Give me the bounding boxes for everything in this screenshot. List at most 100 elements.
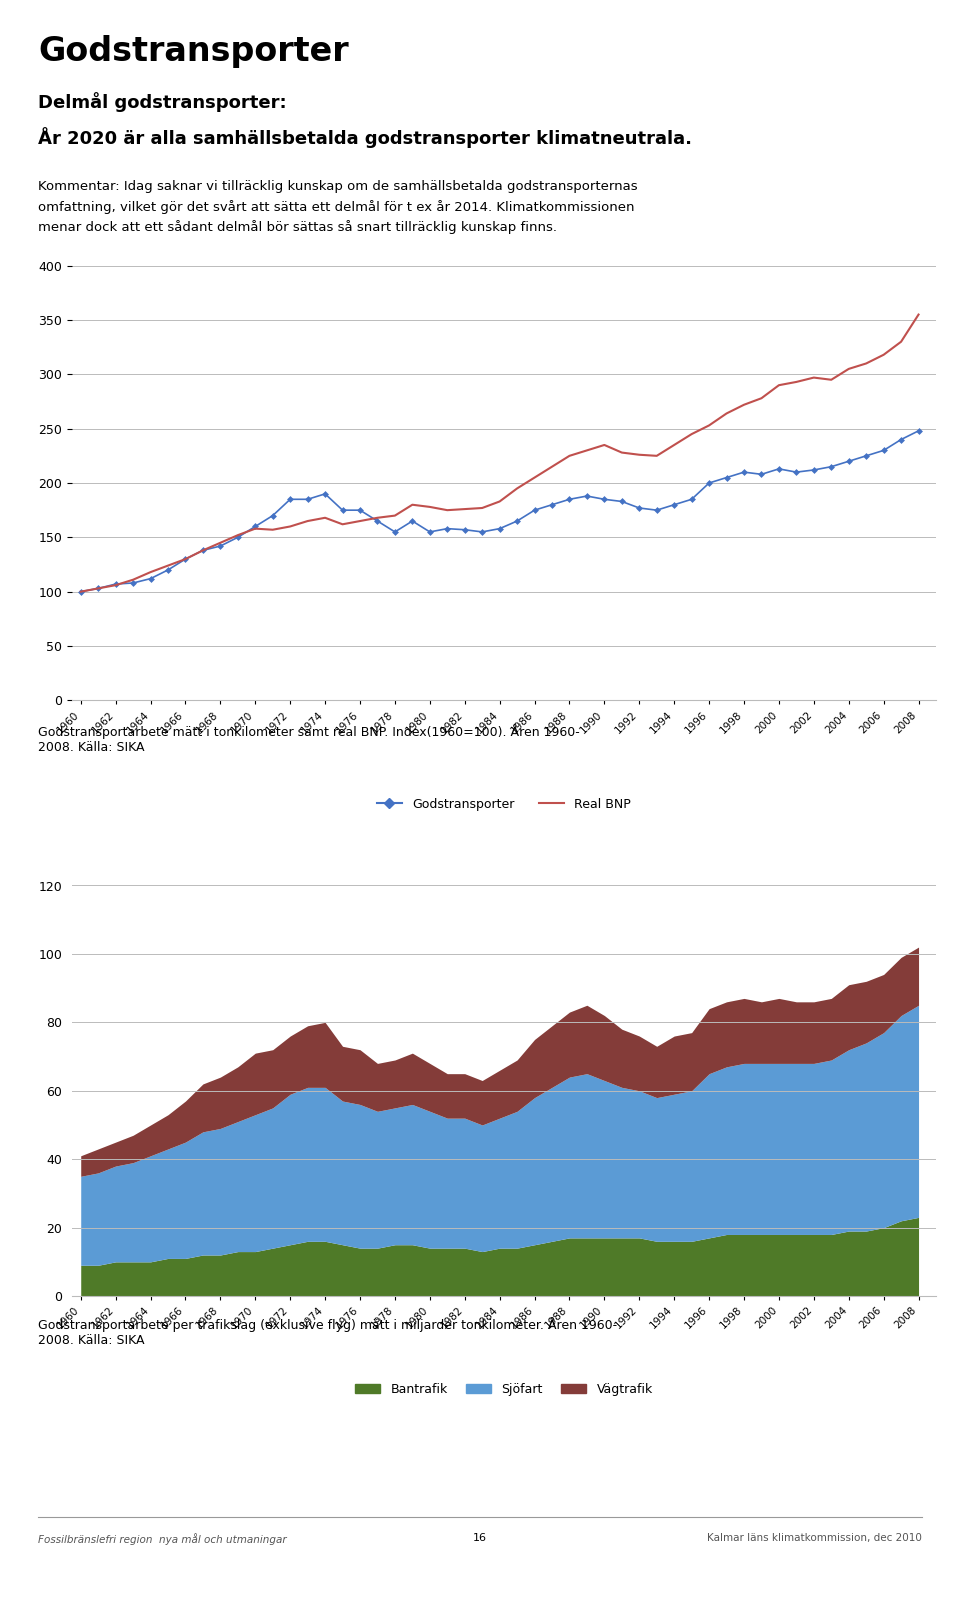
Godstransporter: [354, 501, 366, 520]
Text: Kommentar: Idag saknar vi tillräcklig kunskap om de samhällsbetalda godstranspor: Kommentar: Idag saknar vi tillräcklig ku…: [38, 180, 638, 235]
Godstransporter: [564, 489, 575, 509]
Godstransporter: [843, 451, 854, 470]
Real BNP: [738, 394, 750, 414]
Line: Real BNP: Real BNP: [81, 314, 919, 592]
Real BNP: [301, 512, 313, 531]
Text: Fossilbränslefri region  nya mål och utmaningar: Fossilbränslefri region nya mål och utma…: [38, 1533, 287, 1544]
Godstransporter: [738, 462, 750, 481]
Real BNP: [197, 541, 208, 560]
Text: Godstransporter: Godstransporter: [38, 35, 349, 68]
Real BNP: [372, 509, 383, 528]
Godstransporter: [337, 501, 348, 520]
Real BNP: [354, 512, 366, 531]
Godstransporter: [442, 518, 453, 538]
Godstransporter: [162, 560, 174, 580]
Real BNP: [651, 446, 662, 465]
Legend: Godstransporter, Real BNP: Godstransporter, Real BNP: [372, 792, 636, 816]
Real BNP: [215, 533, 227, 552]
Godstransporter: [668, 496, 680, 515]
Real BNP: [232, 525, 244, 544]
Godstransporter: [546, 496, 558, 515]
Real BNP: [668, 435, 680, 454]
Real BNP: [808, 369, 820, 388]
Legend: Bantrafik, Sjöfart, Vägtrafik: Bantrafik, Sjöfart, Vägtrafik: [350, 1378, 658, 1401]
Real BNP: [913, 304, 924, 324]
Godstransporter: [389, 522, 400, 541]
Real BNP: [75, 583, 86, 602]
Real BNP: [826, 370, 837, 390]
Real BNP: [162, 555, 174, 575]
Real BNP: [529, 469, 540, 488]
Godstransporter: [877, 441, 889, 460]
Godstransporter: [75, 583, 86, 602]
Godstransporter: [826, 457, 837, 477]
Real BNP: [843, 359, 854, 378]
Real BNP: [424, 497, 436, 517]
Godstransporter: [685, 489, 697, 509]
Godstransporter: [250, 517, 261, 536]
Real BNP: [616, 443, 628, 462]
Godstransporter: [581, 486, 592, 506]
Godstransporter: [284, 489, 296, 509]
Real BNP: [564, 446, 575, 465]
Real BNP: [250, 518, 261, 538]
Real BNP: [721, 404, 732, 423]
Godstransporter: [616, 491, 628, 510]
Godstransporter: [791, 462, 803, 481]
Real BNP: [92, 578, 104, 597]
Real BNP: [459, 499, 470, 518]
Real BNP: [773, 375, 784, 394]
Godstransporter: [704, 473, 715, 493]
Text: Delmål godstransporter:: Delmål godstransporter:: [38, 92, 287, 111]
Real BNP: [320, 509, 331, 528]
Godstransporter: [512, 512, 523, 531]
Godstransporter: [493, 518, 505, 538]
Real BNP: [442, 501, 453, 520]
Real BNP: [128, 570, 139, 589]
Real BNP: [756, 388, 767, 407]
Real BNP: [476, 499, 488, 518]
Real BNP: [493, 491, 505, 510]
Godstransporter: [92, 578, 104, 597]
Real BNP: [512, 478, 523, 497]
Godstransporter: [651, 501, 662, 520]
Real BNP: [634, 444, 645, 464]
Real BNP: [791, 372, 803, 391]
Godstransporter: [232, 528, 244, 547]
Godstransporter: [860, 446, 872, 465]
Real BNP: [599, 435, 611, 454]
Text: 16: 16: [473, 1533, 487, 1542]
Text: Kalmar läns klimatkommission, dec 2010: Kalmar läns klimatkommission, dec 2010: [707, 1533, 922, 1542]
Real BNP: [389, 506, 400, 525]
Text: Godstransportarbete mätt i tonkilometer samt real BNP. Index(1960=100). Åren 196: Godstransportarbete mätt i tonkilometer …: [38, 724, 580, 755]
Real BNP: [860, 354, 872, 374]
Text: Godstransportarbete per trafikslag (exklusive flyg) mätt i miljarder tonkilomete: Godstransportarbete per trafikslag (exkl…: [38, 1317, 617, 1348]
Godstransporter: [773, 459, 784, 478]
Godstransporter: [721, 469, 732, 488]
Real BNP: [704, 415, 715, 435]
Godstransporter: [913, 422, 924, 441]
Godstransporter: [128, 573, 139, 592]
Godstransporter: [808, 460, 820, 480]
Real BNP: [267, 520, 278, 539]
Godstransporter: [756, 465, 767, 485]
Godstransporter: [529, 501, 540, 520]
Godstransporter: [424, 522, 436, 541]
Real BNP: [581, 441, 592, 460]
Real BNP: [407, 496, 419, 515]
Godstransporter: [634, 499, 645, 518]
Godstransporter: [896, 430, 907, 449]
Real BNP: [145, 562, 156, 581]
Real BNP: [337, 515, 348, 535]
Godstransporter: [459, 520, 470, 539]
Text: År 2020 är alla samhällsbetalda godstransporter klimatneutrala.: År 2020 är alla samhällsbetalda godstran…: [38, 127, 692, 148]
Real BNP: [685, 425, 697, 444]
Line: Godstransporter: Godstransporter: [79, 428, 921, 594]
Godstransporter: [197, 541, 208, 560]
Godstransporter: [215, 536, 227, 555]
Real BNP: [284, 517, 296, 536]
Real BNP: [896, 332, 907, 351]
Real BNP: [109, 575, 121, 594]
Godstransporter: [145, 568, 156, 588]
Godstransporter: [372, 512, 383, 531]
